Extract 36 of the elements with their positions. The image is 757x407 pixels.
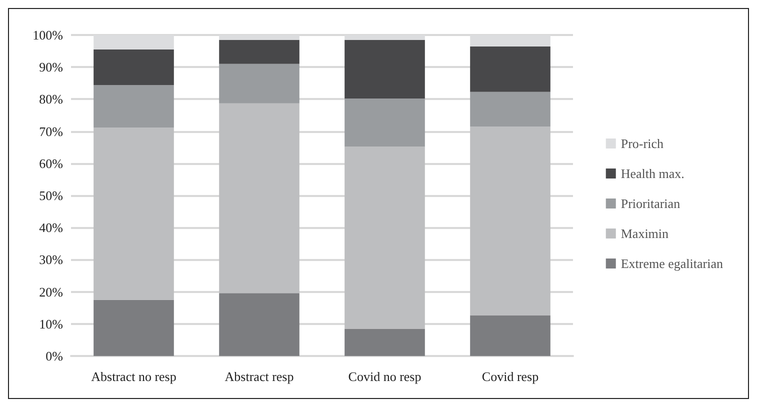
y-tick-label: 70% bbox=[39, 124, 64, 139]
bar bbox=[219, 293, 300, 356]
bar bbox=[219, 103, 300, 294]
y-tick-label: 100% bbox=[32, 28, 64, 42]
y-tick-label: 20% bbox=[39, 284, 64, 300]
bar bbox=[344, 40, 425, 99]
bar bbox=[94, 49, 174, 86]
bar bbox=[94, 300, 174, 356]
x-tick-label: Abstract no resp bbox=[91, 369, 176, 384]
x-tick-label: Abstract resp bbox=[224, 369, 294, 384]
bar bbox=[219, 40, 300, 64]
bar bbox=[344, 98, 425, 147]
bar bbox=[344, 146, 425, 329]
legend-label: Maximin bbox=[620, 226, 670, 241]
legend-label: Health max. bbox=[620, 166, 684, 181]
bar bbox=[470, 46, 550, 92]
legend-label: Extreme egalitarian bbox=[620, 256, 724, 271]
y-tick-label: 0% bbox=[46, 348, 64, 364]
y-tick-label: 90% bbox=[39, 60, 64, 75]
bar bbox=[94, 127, 174, 300]
bar bbox=[470, 315, 550, 356]
bar bbox=[94, 85, 174, 128]
y-tick-label: 30% bbox=[39, 252, 64, 268]
bar bbox=[344, 328, 425, 356]
x-tick-label: Covid no resp bbox=[348, 369, 422, 384]
y-tick-label: 50% bbox=[39, 188, 64, 203]
y-tick-label: 40% bbox=[39, 220, 64, 236]
legend-label: Pro-rich bbox=[620, 136, 664, 151]
x-tick-label: Covid resp bbox=[482, 369, 539, 384]
y-tick-label: 60% bbox=[39, 156, 64, 171]
bar bbox=[470, 126, 550, 316]
y-tick-label: 10% bbox=[39, 316, 64, 332]
bar bbox=[219, 64, 300, 104]
y-tick-label: 80% bbox=[39, 92, 64, 107]
legend-label: Prioritarian bbox=[620, 196, 681, 211]
bar bbox=[470, 92, 550, 126]
